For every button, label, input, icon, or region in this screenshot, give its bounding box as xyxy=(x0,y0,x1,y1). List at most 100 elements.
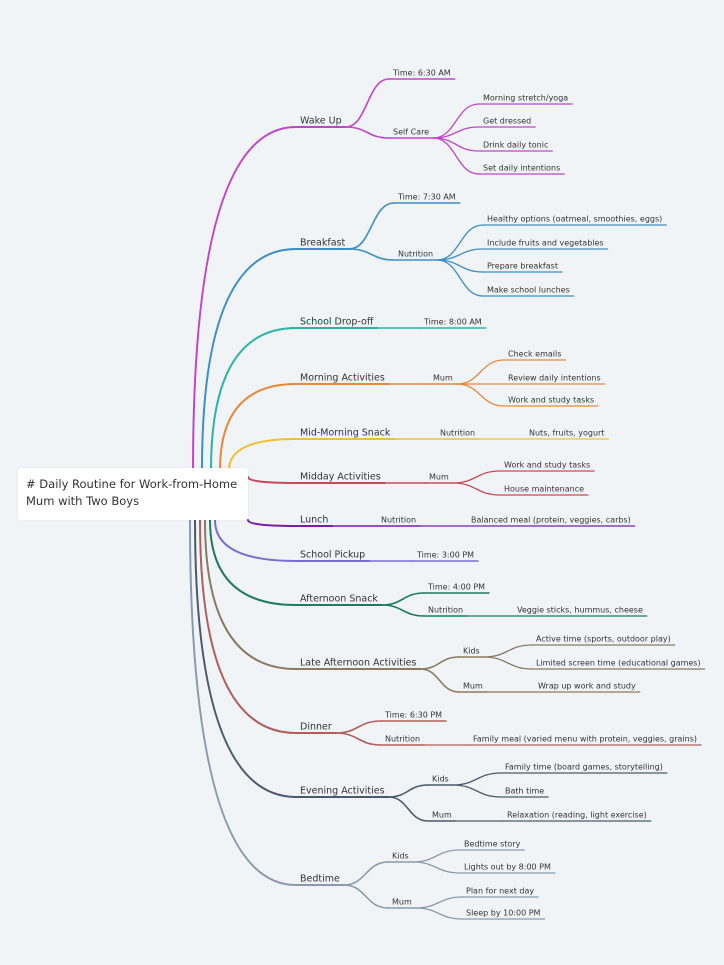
edge xyxy=(348,202,395,250)
branch-label: Breakfast xyxy=(300,238,345,249)
branch-label: School Pickup xyxy=(300,550,365,561)
edge xyxy=(214,519,297,562)
edge xyxy=(381,604,425,617)
edge xyxy=(456,383,505,407)
sub-label: Mum xyxy=(432,811,452,820)
leaf-label: Prepare breakfast xyxy=(487,262,558,271)
sub-label: Nutrition xyxy=(381,516,416,525)
edge xyxy=(219,383,297,471)
leaf-label: Bath time xyxy=(505,787,544,796)
edge xyxy=(343,861,389,886)
edge xyxy=(436,224,484,261)
edge xyxy=(199,519,297,734)
sub-label: Mum xyxy=(433,374,453,383)
branch-label: Evening Activities xyxy=(300,786,385,797)
branch-label: Late Afternoon Activities xyxy=(300,658,416,669)
leaf-label: Active time (sports, outdoor play) xyxy=(536,635,671,644)
branch-label: Wake Up xyxy=(300,116,342,127)
leaf-label: Healthy options (oatmeal, smoothies, egg… xyxy=(487,215,662,224)
sub-label: Nutrition xyxy=(428,606,463,615)
edge xyxy=(201,248,297,471)
edge xyxy=(456,359,505,385)
sub-label: Nutrition xyxy=(440,429,475,438)
edge xyxy=(228,438,297,471)
edge xyxy=(419,656,460,670)
leaf-label: Wrap up work and study xyxy=(538,682,636,691)
edge xyxy=(204,519,297,670)
sub-label: Time: 6:30 AM xyxy=(392,69,451,78)
sub-label: Time: 7:30 AM xyxy=(397,193,456,202)
branch-label: Dinner xyxy=(300,722,332,733)
sub-label: Kids xyxy=(392,852,409,861)
leaf-label: Work and study tasks xyxy=(508,396,594,405)
leaf-label: Sleep by 10:00 PM xyxy=(466,909,541,918)
edge xyxy=(419,668,460,693)
edge xyxy=(194,519,297,798)
leaf-label: Drink daily tonic xyxy=(483,141,548,150)
edge xyxy=(344,78,390,128)
branch-label: Lunch xyxy=(300,515,328,526)
edge xyxy=(387,784,429,798)
edge xyxy=(452,784,502,798)
leaf-label: Lights out by 8:00 PM xyxy=(464,863,551,872)
edge xyxy=(381,592,425,606)
edge xyxy=(209,519,297,606)
leaf-label: Family time (board games, storytelling) xyxy=(505,763,663,772)
leaf-label: Veggie sticks, hummus, cheese xyxy=(517,606,643,615)
edge xyxy=(483,644,533,658)
edge xyxy=(415,907,463,920)
sub-label: Kids xyxy=(432,775,449,784)
edge xyxy=(415,896,463,909)
edge xyxy=(344,126,390,139)
edge xyxy=(387,796,429,822)
edge xyxy=(483,656,533,670)
sub-label: Nutrition xyxy=(385,735,420,744)
edge xyxy=(452,482,501,496)
edge xyxy=(192,126,297,471)
edge xyxy=(247,519,297,527)
branch-label: Midday Activities xyxy=(300,472,381,483)
leaf-label: Get dressed xyxy=(483,117,531,126)
sub-label: Self Care xyxy=(393,128,429,137)
edge xyxy=(412,849,461,863)
edge xyxy=(432,137,480,175)
sub-label: Time: 8:00 AM xyxy=(423,318,482,327)
branch-label: School Drop-off xyxy=(300,317,374,328)
leaf-label: House maintenance xyxy=(504,485,584,494)
leaf-label: Make school lunches xyxy=(487,286,570,295)
leaf-label: Limited screen time (educational games) xyxy=(536,659,701,668)
branch-label: Mid-Morning Snack xyxy=(300,428,391,439)
edge xyxy=(343,884,389,909)
sub-label: Time: 6:30 PM xyxy=(384,711,442,720)
edge xyxy=(436,259,484,297)
leaf-label: Family meal (varied menu with protein, v… xyxy=(473,735,697,744)
edge xyxy=(452,772,502,786)
edge xyxy=(210,327,297,471)
leaf-label: Plan for next day xyxy=(466,887,534,896)
leaf-label: Balanced meal (protein, veggies, carbs) xyxy=(471,516,631,525)
sub-label: Mum xyxy=(463,682,483,691)
edge xyxy=(189,519,297,886)
sub-label: Mum xyxy=(392,898,412,907)
sub-label: Time: 3:00 PM xyxy=(416,551,474,560)
leaf-label: Relaxation (reading, light exercise) xyxy=(507,811,647,820)
root-node: # Daily Routine for Work-from-Home Mum w… xyxy=(18,468,248,520)
edge xyxy=(334,720,382,734)
leaf-label: Check emails xyxy=(508,350,561,359)
sub-label: Mum xyxy=(429,473,449,482)
edge xyxy=(432,103,480,139)
sub-label: Nutrition xyxy=(398,250,433,259)
sub-label: Kids xyxy=(463,647,480,656)
leaf-label: Nuts, fruits, yogurt xyxy=(529,429,604,438)
edge xyxy=(412,861,461,874)
leaf-label: Review daily intentions xyxy=(508,374,601,383)
branch-label: Bedtime xyxy=(300,874,340,885)
sub-label: Time: 4:00 PM xyxy=(427,583,485,592)
branch-label: Afternoon Snack xyxy=(300,594,378,605)
edge xyxy=(247,476,297,484)
leaf-label: Work and study tasks xyxy=(504,461,590,470)
edge xyxy=(334,732,382,746)
leaf-label: Set daily intentions xyxy=(483,164,560,173)
